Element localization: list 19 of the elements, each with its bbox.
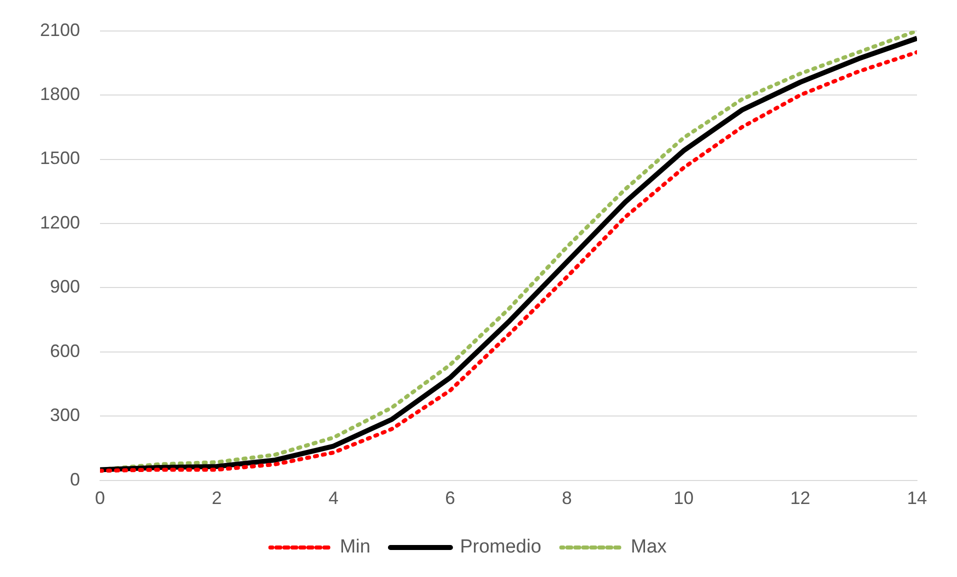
x-tick-label: 6	[445, 488, 456, 508]
x-tick-label: 0	[95, 488, 106, 508]
x-tick-label: 12	[790, 488, 810, 508]
x-tick-label: 10	[674, 488, 694, 508]
x-tick-label: 4	[328, 488, 338, 508]
y-tick-label: 2100	[40, 20, 80, 40]
x-tick-label: 14	[906, 488, 928, 508]
y-tick-label: 900	[50, 276, 80, 297]
y-tick-label: 1500	[40, 148, 80, 168]
y-tick-label: 600	[50, 340, 80, 361]
y-tick-label: 1800	[40, 84, 80, 104]
legend-label: Max	[630, 536, 668, 558]
x-tick-label: 8	[562, 488, 572, 508]
legend-label: Min	[340, 536, 370, 558]
x-tick-label: 2	[212, 488, 222, 508]
y-tick-label: 300	[50, 405, 80, 426]
y-tick-label: 1200	[40, 212, 80, 232]
legend-label: Promedio	[460, 536, 542, 558]
y-tick-label: 0	[70, 469, 80, 490]
